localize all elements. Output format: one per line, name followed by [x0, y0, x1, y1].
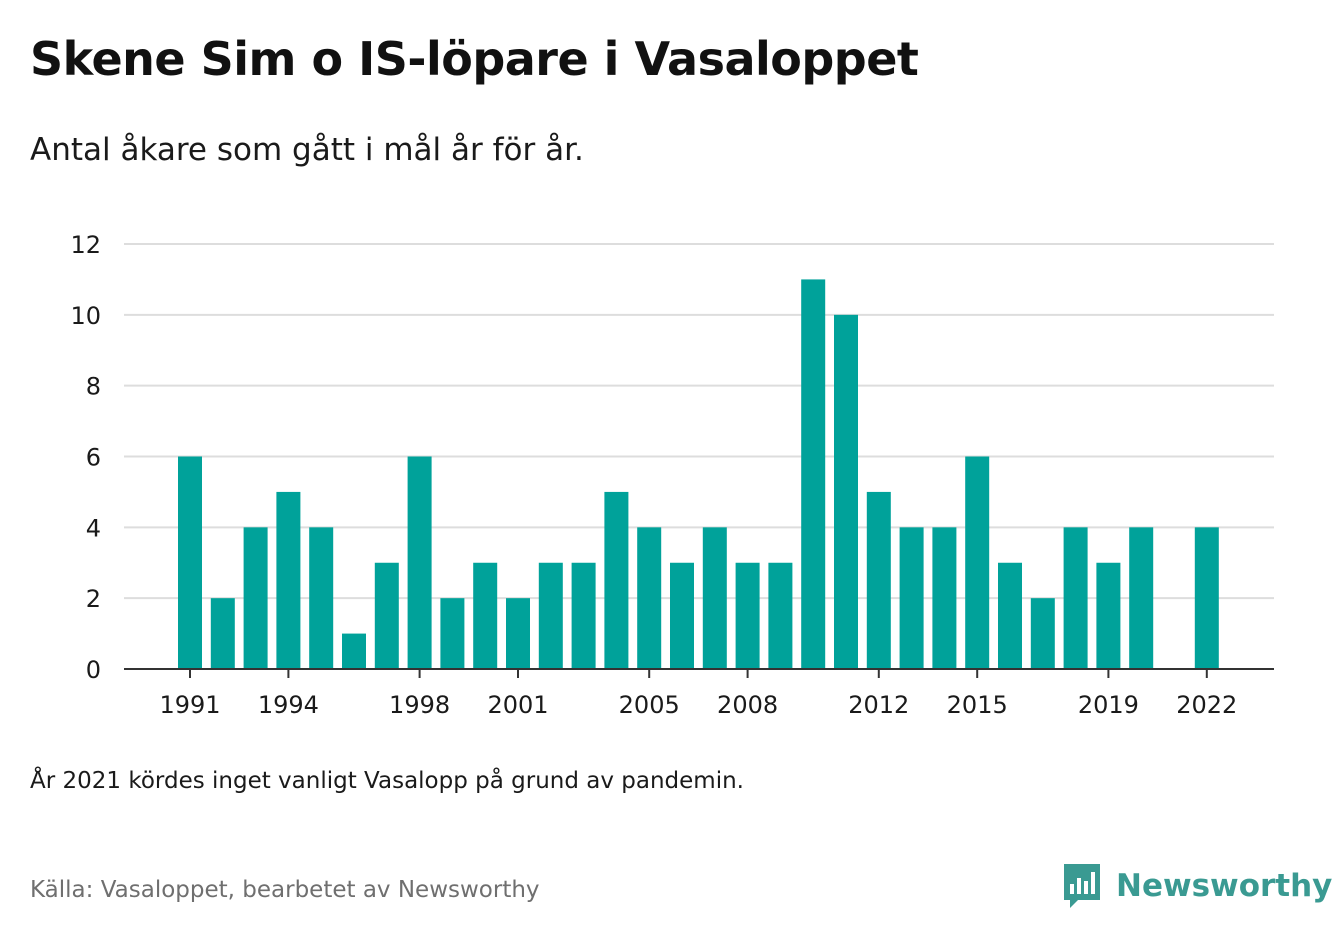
chart-subtitle: Antal åkare som gått i mål år för år.: [30, 132, 584, 168]
x-tick-label: 2001: [487, 691, 548, 719]
bar-2013: [899, 527, 924, 669]
bar-1998: [407, 456, 432, 669]
bar-1996: [342, 633, 366, 669]
bar-2019: [1096, 562, 1121, 669]
bar-2015: [965, 456, 990, 669]
bar-1992: [210, 598, 235, 669]
y-tick-label: 12: [70, 231, 101, 259]
x-tick-label: 2005: [619, 691, 680, 719]
y-tick-label: 4: [86, 514, 101, 542]
x-tick-label: 2012: [848, 691, 909, 719]
chart-title: Skene Sim o IS-löpare i Vasaloppet: [30, 32, 919, 86]
bar-2016: [998, 562, 1022, 669]
bar-2006: [670, 562, 694, 669]
bar-1991: [178, 456, 202, 669]
y-tick-label: 2: [86, 585, 101, 613]
bar-2002: [538, 562, 563, 669]
x-tick-label: 1994: [258, 691, 319, 719]
source-text: Källa: Vasaloppet, bearbetet av Newswort…: [30, 877, 540, 903]
bar-2020: [1129, 527, 1154, 669]
bar-2012: [866, 491, 891, 669]
y-tick-label: 10: [70, 302, 101, 330]
brand-name: Newsworthy: [1116, 868, 1333, 904]
newsworthy-logo-icon: [1064, 864, 1100, 908]
x-tick-label: 2019: [1078, 691, 1139, 719]
bar-2007: [702, 527, 727, 669]
y-tick-label: 0: [86, 656, 101, 684]
bar-2009: [768, 562, 793, 669]
bar-2008: [735, 562, 760, 669]
brand: Newsworthy: [1062, 862, 1332, 910]
x-tick-label: 1991: [159, 691, 220, 719]
bar-1993: [243, 527, 268, 669]
bar-2022: [1194, 527, 1219, 669]
bar-2011: [834, 314, 858, 669]
bar-2005: [637, 527, 662, 669]
bar-1995: [309, 527, 334, 669]
bar-2014: [932, 527, 957, 669]
x-tick-label: 2008: [717, 691, 778, 719]
bar-2018: [1063, 527, 1088, 669]
chart-note: År 2021 kördes inget vanligt Vasalopp på…: [30, 768, 744, 794]
x-tick-label: 1998: [389, 691, 450, 719]
bar-2003: [571, 562, 596, 669]
bar-1997: [374, 562, 399, 669]
bar-2017: [1030, 598, 1055, 669]
bar-1999: [440, 598, 465, 669]
x-tick-label: 2015: [947, 691, 1008, 719]
bar-2010: [801, 279, 826, 669]
bar-2001: [506, 598, 530, 669]
y-tick-label: 8: [86, 373, 101, 401]
x-tick-label: 2022: [1176, 691, 1237, 719]
bar-2004: [604, 491, 629, 669]
bar-chart: 0 2 4 6 8 10 12 1991 1994 1998 2001 2005 2008 2012 201…: [70, 231, 1274, 719]
bar-1994: [276, 491, 301, 669]
y-tick-label: 6: [86, 444, 101, 472]
bar-2000: [473, 562, 498, 669]
